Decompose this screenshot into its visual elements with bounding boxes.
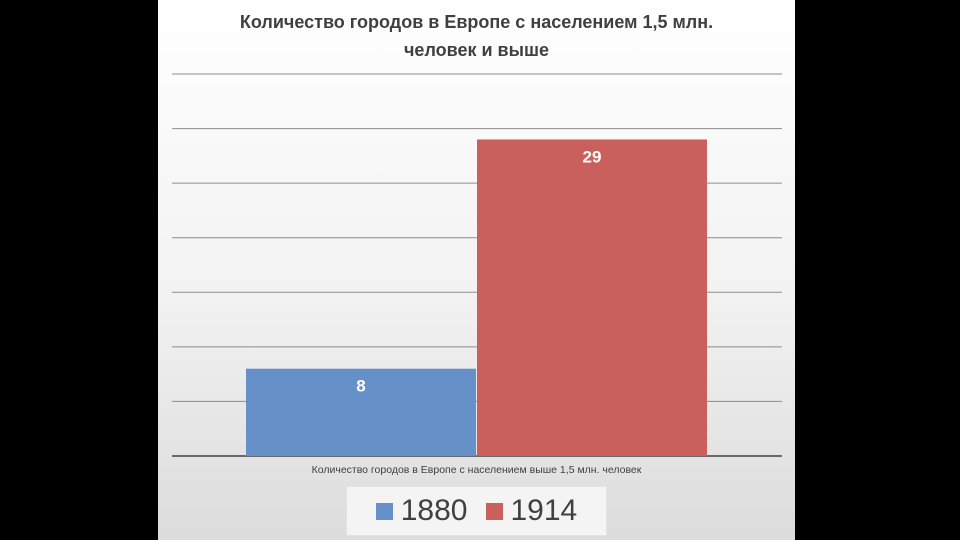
legend-item-1914: 1914	[485, 494, 578, 527]
slide: Количество городов в Европе с населением…	[158, 0, 795, 540]
legend-swatch-1880	[375, 502, 393, 520]
chart-title-line-1: Количество городов в Европе с населением…	[239, 12, 714, 32]
category-axis-label: Количество городов в Европе с населением…	[311, 464, 642, 476]
legend-item-1880: 1880	[375, 494, 468, 527]
chart-title-line-2: человек и выше	[403, 40, 550, 60]
chart-title: Количество городов в Европе с населением…	[158, 8, 795, 64]
legend-label-1914: 1914	[510, 494, 578, 527]
bar-chart: 8 29	[172, 73, 782, 457]
bar-1914	[477, 139, 707, 456]
data-label-1914: 29	[583, 147, 602, 166]
legend: 1880 1914	[346, 486, 607, 536]
bar-1880	[246, 368, 476, 456]
data-label-1880: 8	[356, 377, 365, 396]
legend-swatch-1914	[485, 502, 503, 520]
legend-label-1880: 1880	[400, 494, 468, 527]
